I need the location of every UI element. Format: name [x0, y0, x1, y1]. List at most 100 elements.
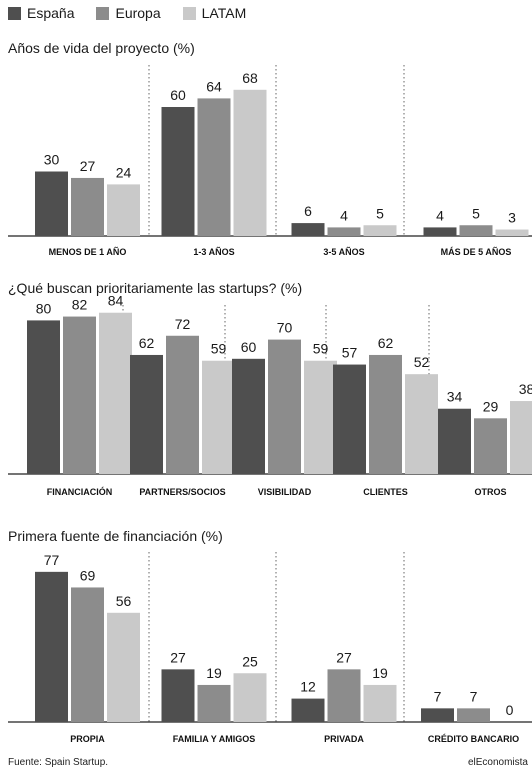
- bar: [71, 177, 104, 236]
- bar: [510, 401, 532, 474]
- bar-value-label: 3: [508, 210, 516, 226]
- footer-brand: elEconomista: [467, 757, 528, 768]
- bar-value-label: 62: [139, 335, 155, 351]
- bar: [457, 708, 490, 722]
- bar-value-label: 80: [36, 300, 52, 316]
- legend-label: España: [27, 5, 75, 21]
- bar: [233, 89, 267, 236]
- bar-value-label: 70: [277, 320, 293, 336]
- bar-value-label: 27: [336, 649, 352, 665]
- bar: [438, 408, 471, 474]
- bar: [304, 360, 337, 474]
- bar: [161, 107, 195, 236]
- bar-value-label: 60: [170, 87, 186, 103]
- legend-label: Europa: [115, 5, 161, 21]
- category-label: PROPIA: [70, 734, 105, 744]
- category-label: 3-5 AÑOS: [323, 247, 364, 257]
- bar: [363, 225, 397, 236]
- bar-value-label: 7: [470, 688, 478, 704]
- bar: [474, 418, 507, 474]
- bar: [333, 364, 366, 474]
- bar-value-label: 4: [436, 207, 444, 223]
- bar-value-label: 24: [116, 164, 132, 180]
- bar: [35, 171, 68, 236]
- bar-value-label: 34: [447, 389, 463, 405]
- bar-value-label: 64: [206, 78, 222, 94]
- bar-value-label: 12: [300, 679, 316, 695]
- bar: [107, 612, 140, 722]
- bar: [291, 223, 325, 236]
- bar: [99, 312, 132, 474]
- bar-value-label: 69: [80, 567, 96, 583]
- bar-value-label: 59: [313, 341, 329, 357]
- bar-value-label: 27: [80, 158, 96, 174]
- bar: [161, 669, 195, 722]
- bar: [232, 358, 265, 474]
- bar-value-label: 5: [376, 205, 384, 221]
- bar-value-label: 60: [241, 339, 257, 355]
- bar-value-label: 72: [175, 316, 191, 332]
- bar: [327, 227, 361, 236]
- bar-value-label: 38: [519, 381, 532, 397]
- bar: [268, 339, 301, 474]
- category-label: MENOS DE 1 AÑO: [49, 247, 127, 257]
- bar-value-label: 0: [506, 702, 514, 718]
- legend-swatch: [182, 6, 196, 20]
- category-label: OTROS: [474, 487, 506, 497]
- bar: [202, 360, 235, 474]
- bar: [233, 673, 267, 722]
- bar-value-label: 29: [483, 398, 499, 414]
- bar: [107, 184, 140, 236]
- category-label: PRIVADA: [324, 734, 364, 744]
- bar-value-label: 82: [72, 297, 88, 313]
- chart-title-priorities: ¿Qué buscan prioritariamente las startup…: [8, 280, 303, 296]
- bar: [35, 571, 68, 722]
- legend-item-2: LATAM: [182, 5, 247, 21]
- bar: [421, 708, 454, 722]
- bar-value-label: 59: [211, 341, 227, 357]
- bar-value-label: 68: [242, 70, 258, 86]
- bar-value-label: 5: [472, 205, 480, 221]
- bar-value-label: 6: [304, 203, 312, 219]
- bar-value-label: 30: [44, 152, 60, 168]
- bar: [363, 684, 397, 722]
- bar: [327, 669, 361, 722]
- category-label: FAMILIA Y AMIGOS: [173, 734, 256, 744]
- legend-label: LATAM: [201, 5, 247, 21]
- bar: [423, 227, 457, 236]
- bar-value-label: 77: [44, 552, 60, 568]
- bar: [27, 320, 60, 474]
- bar: [63, 316, 96, 474]
- bar: [71, 587, 104, 722]
- bar-value-label: 57: [342, 345, 358, 361]
- legend-swatch: [96, 6, 110, 20]
- bar-value-label: 4: [340, 207, 348, 223]
- bar-value-label: 19: [372, 665, 388, 681]
- footer-source: Fuente: Spain Startup.: [8, 757, 109, 768]
- chart-title-funding: Primera fuente de financiación (%): [8, 528, 223, 544]
- category-label: VISIBILIDAD: [258, 487, 312, 497]
- bar: [495, 229, 529, 236]
- category-label: FINANCIACIÓN: [47, 486, 113, 497]
- category-label: CLIENTES: [363, 487, 408, 497]
- category-label: 1-3 AÑOS: [193, 247, 234, 257]
- bar-value-label: 62: [378, 335, 394, 351]
- bar: [197, 684, 231, 722]
- chart-legend: España Europa LATAM: [8, 3, 268, 23]
- bar: [166, 335, 199, 474]
- bar-value-label: 7: [434, 688, 442, 704]
- bar: [369, 354, 402, 474]
- bar-value-label: 84: [108, 293, 124, 309]
- bar-value-label: 27: [170, 649, 186, 665]
- bar: [459, 225, 493, 236]
- category-label: MÁS DE 5 AÑOS: [441, 247, 512, 257]
- category-label: PARTNERS/SOCIOS: [139, 487, 225, 497]
- bar-value-label: 19: [206, 665, 222, 681]
- bar: [197, 98, 231, 237]
- bar-value-label: 52: [414, 354, 430, 370]
- legend-item-0: España: [8, 5, 74, 21]
- bar-value-label: 56: [116, 593, 132, 609]
- legend-item-1: Europa: [96, 5, 161, 21]
- bar: [405, 374, 438, 474]
